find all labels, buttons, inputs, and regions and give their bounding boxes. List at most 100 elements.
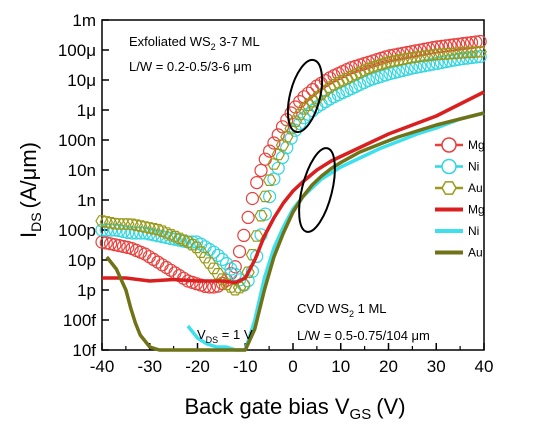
data-point bbox=[387, 55, 401, 67]
ellipse-cvd-group bbox=[298, 147, 336, 233]
data-point bbox=[185, 238, 199, 251]
legend-label: Mg bbox=[468, 138, 485, 152]
series-marker-mg bbox=[95, 34, 487, 294]
annotation-exfoliated-lw: L/W = 0.2-0.5/3-6 μm bbox=[129, 59, 252, 74]
x-tick-label: -40 bbox=[90, 357, 115, 376]
data-point bbox=[254, 163, 268, 178]
data-point bbox=[194, 246, 208, 258]
data-point bbox=[241, 210, 255, 224]
data-point bbox=[391, 54, 406, 66]
data-point bbox=[99, 236, 113, 250]
data-point bbox=[387, 65, 401, 80]
annotation-vds-pre: V bbox=[197, 327, 206, 342]
data-point bbox=[108, 223, 122, 237]
annotation-cvd-lw: L/W = 0.5-0.75/104 μm bbox=[297, 328, 430, 343]
data-point bbox=[99, 216, 113, 228]
annotation-exfoliated: Exfoliated WS2 3-7 ML bbox=[129, 34, 260, 52]
data-point bbox=[310, 92, 324, 104]
y-tick-label: 10p bbox=[68, 251, 96, 270]
x-tick-label: 20 bbox=[379, 357, 398, 376]
data-point bbox=[297, 102, 311, 115]
data-point bbox=[280, 130, 294, 143]
data-point bbox=[262, 174, 277, 186]
data-point bbox=[374, 58, 388, 71]
data-point bbox=[383, 67, 397, 81]
y-axis-title-main: I bbox=[16, 232, 41, 238]
data-point bbox=[146, 223, 161, 235]
data-point bbox=[305, 95, 320, 108]
legend: Mg Ni Au Mg Ni Au bbox=[435, 137, 485, 260]
x-tick-label: -10 bbox=[233, 357, 258, 376]
data-point bbox=[250, 249, 264, 263]
x-tick-label: 40 bbox=[475, 357, 494, 376]
data-point bbox=[245, 191, 260, 206]
legend-label: Ni bbox=[468, 224, 479, 238]
data-point bbox=[301, 99, 315, 112]
y-tick-label: 1n bbox=[77, 191, 96, 210]
series-line-au bbox=[105, 111, 485, 352]
data-point bbox=[164, 263, 178, 277]
x-tick-label: 0 bbox=[288, 357, 297, 376]
data-point bbox=[116, 239, 131, 254]
data-point bbox=[103, 237, 118, 251]
data-point bbox=[284, 131, 298, 145]
annotation-exfoliated-pre: Exfoliated WS bbox=[129, 34, 211, 49]
y-tick-label: 100n bbox=[58, 131, 96, 150]
x-axis-title-main: Back gate bias V bbox=[184, 394, 349, 419]
series-line-mg bbox=[102, 90, 485, 285]
data-point bbox=[232, 281, 247, 294]
series-marker-au bbox=[95, 45, 487, 296]
data-point bbox=[366, 61, 380, 73]
data-point bbox=[263, 189, 277, 204]
y-tick-label: 1μ bbox=[77, 101, 96, 120]
data-point bbox=[211, 248, 225, 262]
data-point bbox=[151, 255, 165, 269]
data-point bbox=[250, 176, 264, 190]
legend-item-line-mg: Mg bbox=[435, 203, 485, 217]
series-line bbox=[105, 111, 485, 352]
data-point bbox=[168, 266, 182, 280]
data-point bbox=[103, 217, 118, 229]
data-point bbox=[151, 223, 165, 236]
legend-label: Au bbox=[468, 246, 483, 260]
y-tick-label: 10μ bbox=[67, 71, 96, 90]
data-point bbox=[293, 94, 307, 109]
data-point bbox=[207, 262, 221, 275]
y-axis-title-sub: DS bbox=[28, 212, 44, 231]
data-point bbox=[112, 239, 126, 253]
legend-swatch-marker bbox=[441, 181, 457, 195]
annotation-vds: VDS = 1 V bbox=[197, 327, 253, 345]
data-point bbox=[293, 108, 307, 121]
data-point bbox=[189, 241, 204, 254]
series-layer bbox=[95, 34, 487, 352]
annotation-vds-post: = 1 V bbox=[218, 327, 253, 342]
data-point bbox=[202, 257, 217, 269]
data-point bbox=[400, 62, 414, 76]
data-point bbox=[267, 136, 281, 150]
data-point bbox=[215, 252, 229, 266]
x-axis-title-sub: GS bbox=[350, 406, 372, 423]
data-point bbox=[284, 122, 298, 135]
data-point bbox=[146, 252, 161, 266]
data-point bbox=[112, 224, 126, 238]
data-point bbox=[232, 245, 247, 259]
legend-item-line-au: Au bbox=[435, 246, 483, 260]
data-point bbox=[254, 210, 268, 222]
data-point bbox=[142, 222, 156, 234]
y-tick-label: 1m bbox=[72, 11, 96, 30]
data-point bbox=[138, 221, 152, 233]
data-point bbox=[400, 52, 414, 65]
data-point bbox=[447, 53, 461, 67]
legend-item-marker-ni: Ni bbox=[435, 158, 479, 175]
data-point bbox=[443, 54, 457, 68]
y-tick-label: 10n bbox=[68, 161, 96, 180]
data-point bbox=[258, 207, 272, 221]
data-point bbox=[207, 245, 221, 259]
data-point bbox=[361, 62, 376, 75]
data-point bbox=[250, 230, 264, 242]
data-point bbox=[237, 228, 251, 242]
annotation-cvd: CVD WS2 1 ML bbox=[297, 301, 387, 319]
x-tick-label: 30 bbox=[427, 357, 446, 376]
data-point bbox=[473, 49, 487, 64]
data-point bbox=[378, 57, 393, 69]
